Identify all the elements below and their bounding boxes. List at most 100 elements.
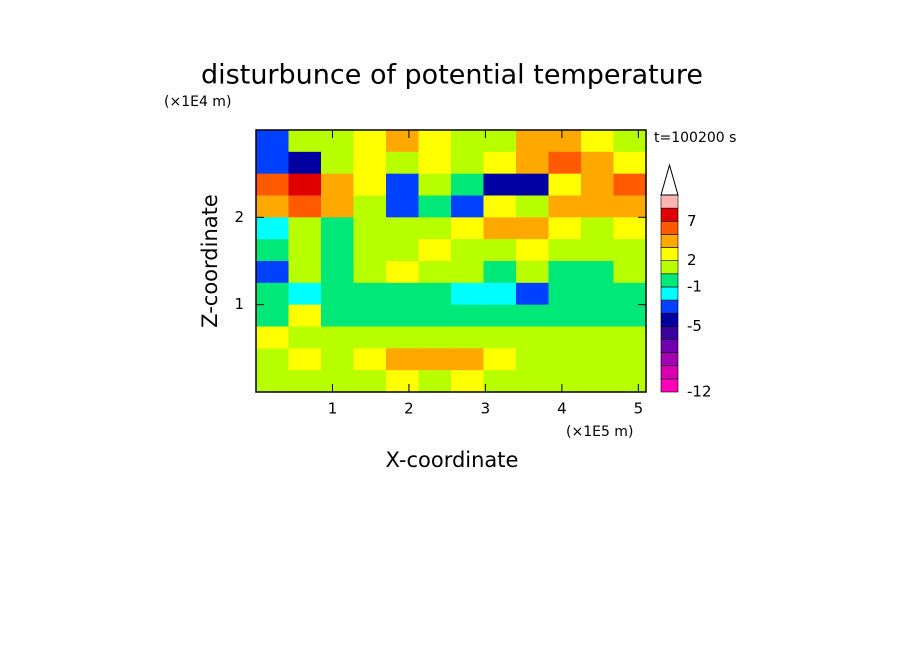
contour-cell xyxy=(451,130,484,153)
plot-frame xyxy=(255,129,647,393)
contour-cell xyxy=(418,130,452,153)
contour-cell xyxy=(386,195,419,218)
colorbar-segment xyxy=(660,234,679,248)
contour-cell xyxy=(353,151,387,175)
contour-cell xyxy=(516,195,549,218)
contour-cell xyxy=(516,370,549,393)
contour-cell xyxy=(581,370,614,393)
contour-cell xyxy=(613,261,647,284)
contour-cell xyxy=(321,326,354,349)
contour-cell xyxy=(288,304,322,327)
contour-cell xyxy=(613,217,647,240)
contour-cell xyxy=(288,217,322,240)
contour-cell xyxy=(451,370,484,393)
contour-cell xyxy=(386,239,419,262)
contour-cell xyxy=(321,239,354,262)
contour-cell xyxy=(353,282,387,306)
contour-cell xyxy=(418,348,452,371)
contour-cell xyxy=(353,348,387,371)
contour-cell xyxy=(418,304,452,327)
contour-cell xyxy=(483,173,517,196)
contour-cell xyxy=(256,239,289,262)
contour-cell xyxy=(516,239,549,262)
contour-cell xyxy=(548,130,582,153)
contour-cell xyxy=(581,282,614,306)
contour-cell xyxy=(288,326,322,349)
contour-cell xyxy=(516,348,549,371)
contour-cell xyxy=(548,261,582,284)
contour-cell xyxy=(386,217,419,240)
contour-cell xyxy=(613,348,647,371)
colorbar-segment xyxy=(660,286,679,301)
colorbar-segment xyxy=(660,247,679,261)
contour-cell xyxy=(256,195,289,218)
contour-cell xyxy=(288,173,322,196)
contour-cell xyxy=(483,348,517,371)
contour-cell xyxy=(353,261,387,284)
colorbar-segment xyxy=(660,299,679,314)
contour-cell xyxy=(548,151,582,175)
y-tick-label: 1 xyxy=(234,295,244,313)
contour-cell xyxy=(288,239,322,262)
contour-cell xyxy=(321,261,354,284)
contour-cell xyxy=(256,130,289,153)
contour-cell xyxy=(451,348,484,371)
contour-cell xyxy=(581,130,614,153)
contour-cell xyxy=(288,151,322,175)
contour-cell xyxy=(581,173,614,196)
contour-cell xyxy=(288,282,322,306)
contour-cell xyxy=(613,282,647,306)
x-axis-label: X-coordinate xyxy=(386,448,519,472)
contour-cell xyxy=(386,370,419,393)
contour-cell xyxy=(581,239,614,262)
contour-cell xyxy=(548,370,582,393)
x-tick-label: 2 xyxy=(404,400,414,418)
contour-cell xyxy=(483,261,517,284)
contour-cell xyxy=(386,130,419,153)
contour-cell xyxy=(386,261,419,284)
contour-cell xyxy=(386,304,419,327)
contour-cell xyxy=(353,239,387,262)
contour-cell xyxy=(353,195,387,218)
contour-cell xyxy=(418,151,452,175)
contour-cell xyxy=(386,173,419,196)
contour-cell xyxy=(451,217,484,240)
contour-cell xyxy=(256,370,289,393)
contour-cell xyxy=(451,304,484,327)
colorbar-segment xyxy=(660,312,679,327)
contour-cell xyxy=(418,217,452,240)
contour-cell xyxy=(516,217,549,240)
contour-cell xyxy=(451,239,484,262)
colorbar-tick-label: -1 xyxy=(687,277,702,295)
contour-cell xyxy=(321,370,354,393)
contour-cell xyxy=(386,348,419,371)
contour-cell xyxy=(613,326,647,349)
colorbar-segment xyxy=(660,194,679,209)
colorbar-segment xyxy=(660,207,679,222)
contour-cell xyxy=(516,261,549,284)
chart-title: disturbunce of potential temperature xyxy=(201,60,703,91)
y-unit: (×1E4 m) xyxy=(164,94,231,110)
contour-cell xyxy=(483,370,517,393)
contour-cell xyxy=(548,217,582,240)
contour-cell xyxy=(548,326,582,349)
contour-cell xyxy=(256,348,289,371)
x-tick-label: 5 xyxy=(634,400,644,418)
contour-cell xyxy=(483,130,517,153)
contour-cell xyxy=(418,282,452,306)
contour-cell xyxy=(548,195,582,218)
contour-cell xyxy=(451,261,484,284)
contour-cell xyxy=(288,348,322,371)
contour-cell xyxy=(581,326,614,349)
contour-cell xyxy=(581,348,614,371)
contour-cell xyxy=(321,348,354,371)
contour-cell xyxy=(581,151,614,175)
contour-cell xyxy=(353,304,387,327)
colorbar-segment xyxy=(660,273,679,288)
contour-cell xyxy=(613,173,647,196)
contour-cell xyxy=(418,239,452,262)
contour-cell xyxy=(613,239,647,262)
contour-cell xyxy=(256,173,289,196)
contour-cell xyxy=(321,304,354,327)
contour-cell xyxy=(256,282,289,306)
